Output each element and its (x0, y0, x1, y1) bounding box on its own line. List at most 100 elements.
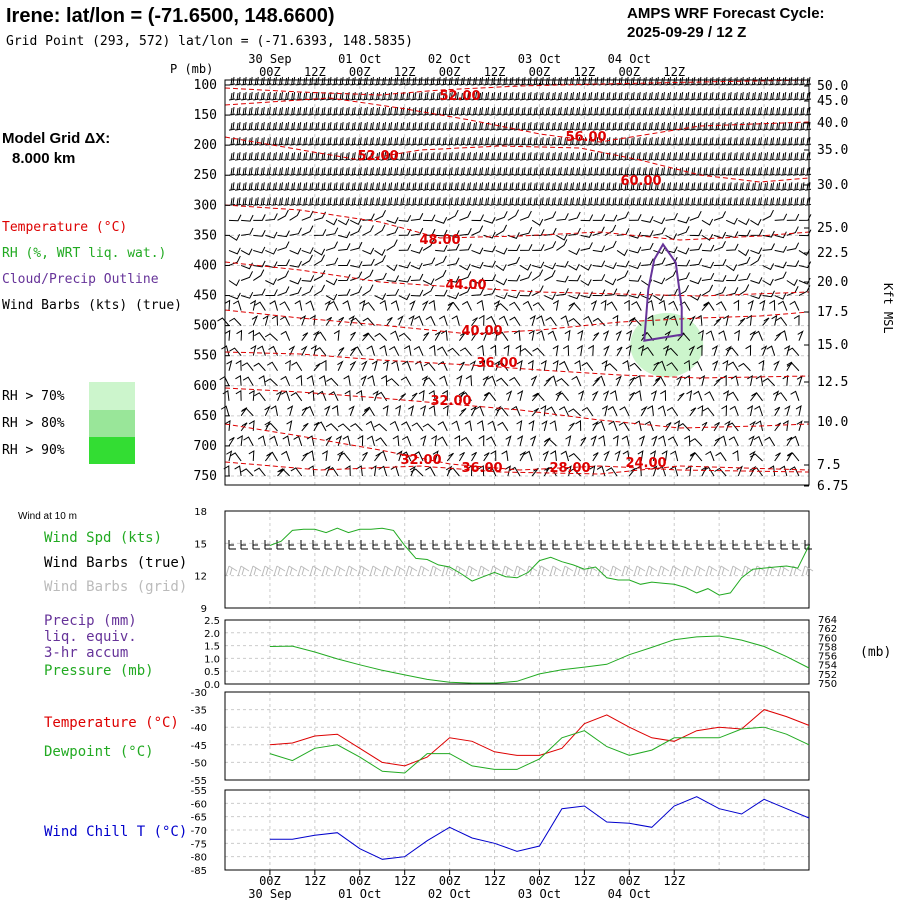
grid-wind-barb (261, 565, 274, 577)
wind-barb (790, 435, 800, 447)
wind-barb (732, 137, 739, 146)
pressure-tick-label: 300 (194, 198, 217, 213)
height-tick-label: 6.75 (817, 479, 848, 494)
time-tick-label: 12Z (574, 874, 596, 888)
wind-barb (447, 197, 454, 206)
precip-tick-label: 0.5 (204, 667, 220, 678)
wind-barb (235, 359, 242, 371)
wind-barb (435, 107, 442, 116)
wind-barb (429, 182, 436, 191)
wind-barb (532, 91, 539, 101)
time-tick-label: 12Z (394, 65, 416, 79)
wind-barb (792, 182, 799, 191)
wind-barb (289, 152, 296, 161)
height-tick-label: 22.5 (817, 246, 848, 261)
wind-barb (737, 317, 746, 326)
time-tick-label: 00Z (349, 874, 371, 888)
wind-barb (532, 261, 545, 269)
wind-barb (368, 167, 375, 176)
height-tick-label: 7.5 (817, 458, 840, 473)
true-wind-barb (672, 540, 680, 550)
wind-barb (224, 419, 231, 431)
wind-barb (507, 209, 520, 221)
wind-barb (313, 137, 320, 146)
wind-barb (747, 299, 754, 311)
grid-wind-barb (417, 565, 430, 577)
wind-barb (562, 344, 570, 356)
wind-barb (350, 182, 357, 191)
wind-barb (456, 374, 463, 386)
grid-wind-barb (585, 565, 598, 577)
wind-barb (519, 76, 527, 86)
wind-barb (701, 152, 709, 161)
wind-barb (576, 344, 583, 356)
wind-barb (295, 107, 302, 116)
wind-barb (598, 152, 605, 161)
wind-barb (253, 246, 266, 254)
wind-barb (713, 378, 722, 387)
wind-barbs-grid-label: Wind Barbs (grid) (44, 579, 187, 595)
wind-barb (550, 76, 557, 86)
wind-barb (241, 362, 254, 372)
wind-barb (416, 152, 424, 161)
wind-barb (720, 182, 727, 191)
wind-barb (674, 420, 681, 431)
wind-barb (688, 345, 696, 356)
wind-barb (756, 137, 763, 146)
wind-barb (338, 288, 351, 297)
wind-barb (552, 344, 559, 356)
wind-barb (295, 167, 302, 176)
wind-barb (623, 299, 630, 311)
true-wind-barb (528, 540, 536, 550)
wind-barb (448, 301, 460, 311)
wind-barb (616, 107, 624, 116)
wind-barb (780, 76, 787, 86)
wind-barb (293, 435, 303, 447)
wind-barb (519, 152, 527, 161)
wind-barb (259, 122, 266, 131)
wind-barb (701, 421, 708, 432)
wind-barb (265, 197, 272, 206)
grid-wind-barb (369, 565, 382, 577)
wind-barb (786, 285, 799, 297)
value-tick-label: 18 (194, 507, 207, 518)
wind-barb (568, 317, 582, 326)
wind-barb (713, 317, 722, 326)
wind-barb (616, 260, 630, 268)
wind-barb (386, 182, 393, 191)
wind-barb (750, 152, 757, 161)
wind-barb (659, 137, 666, 146)
wind-barb (556, 239, 568, 251)
wind-barb (344, 137, 351, 146)
wind-barb (420, 405, 427, 416)
wind-barb (416, 197, 424, 206)
wind-barb (750, 137, 757, 146)
wind-barb (531, 407, 540, 417)
wind-10m-label: Wind at 10 m (18, 511, 77, 522)
wind-barb (240, 407, 248, 417)
wind-barb (713, 197, 721, 206)
wind-barb (398, 137, 405, 146)
wind-barb (362, 408, 370, 417)
wind-barb (362, 122, 369, 131)
wind-barb (774, 197, 781, 206)
wind-barb (471, 277, 484, 285)
cloud-outline (643, 242, 683, 342)
wind-barb (753, 435, 764, 447)
wind-barb (381, 374, 388, 386)
wind-barb (241, 197, 248, 206)
wind-barb (792, 107, 799, 116)
wind-barb (526, 197, 533, 206)
pressure-tick-label: 150 (194, 108, 217, 123)
wind-barb (635, 152, 642, 161)
wind-barb (786, 279, 798, 287)
wind-barb (374, 210, 386, 221)
wind-barb (461, 300, 472, 311)
wind-barb (465, 182, 472, 191)
wind-barb (580, 263, 592, 271)
wind-barb (410, 213, 424, 221)
wind-barb (483, 152, 490, 161)
wind-barb (253, 229, 266, 237)
wind-barb (441, 91, 448, 101)
wind-barb (634, 375, 642, 386)
